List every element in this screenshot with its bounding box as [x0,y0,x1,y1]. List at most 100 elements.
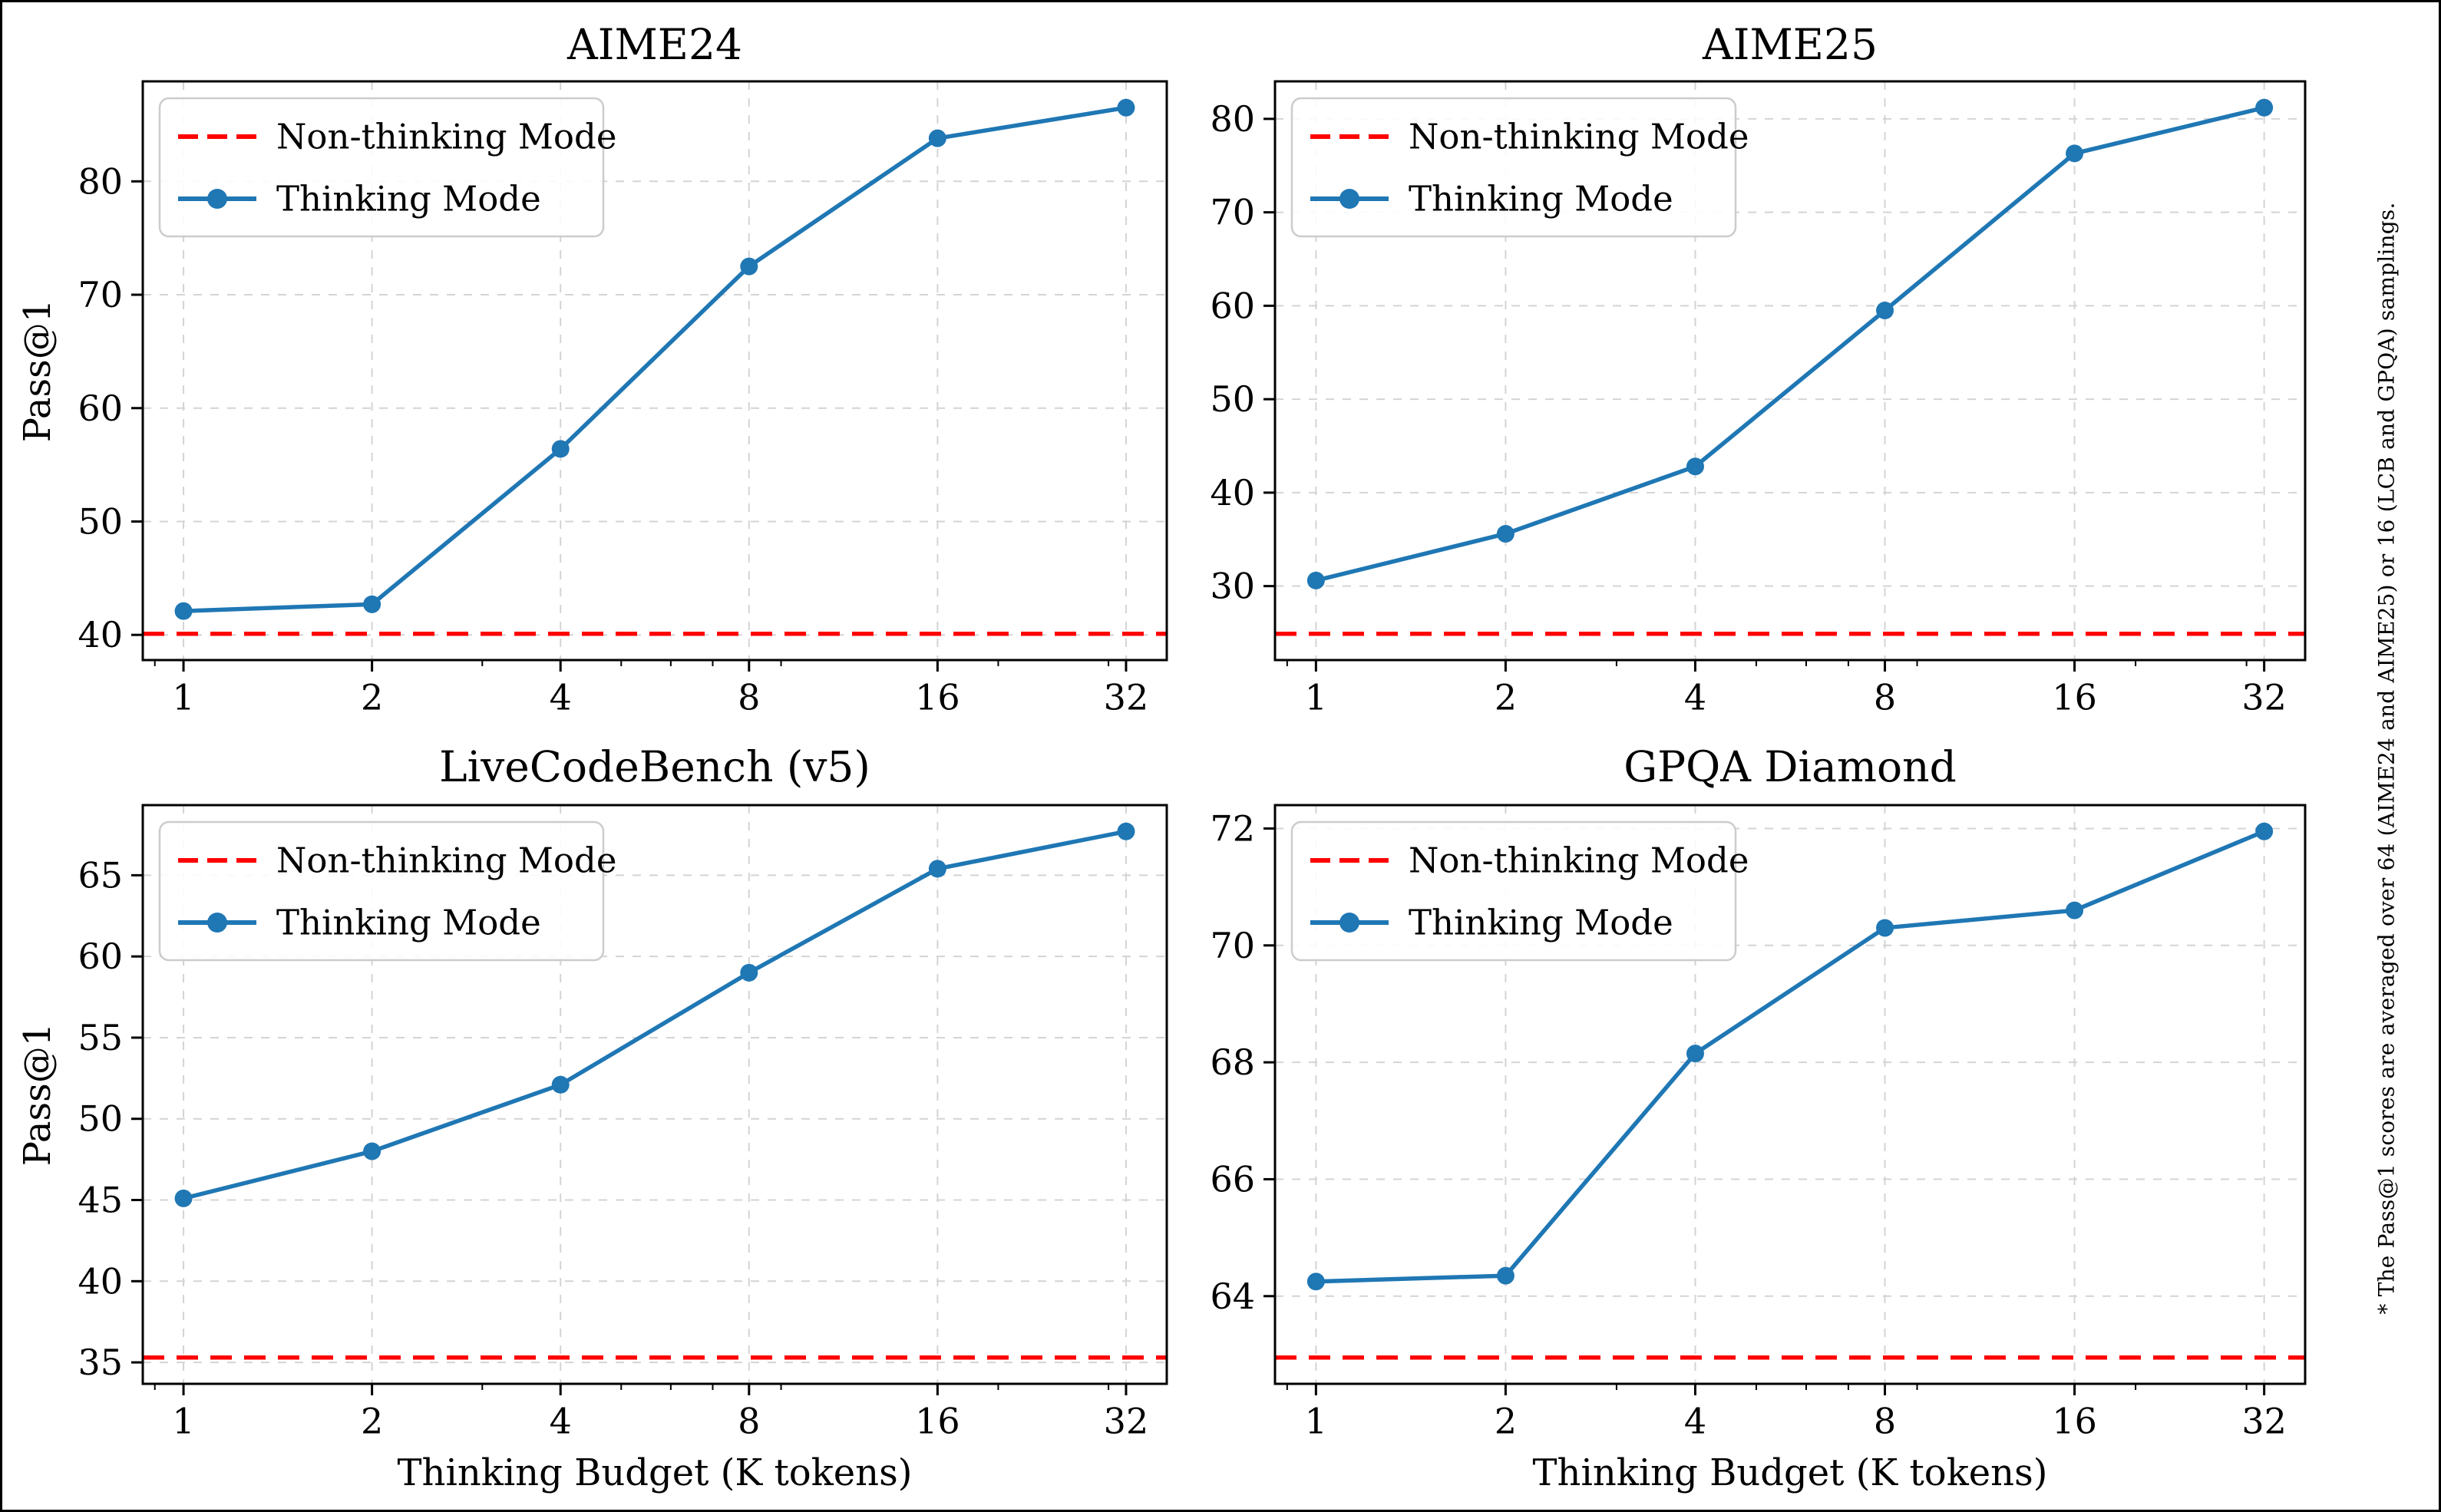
legend-box [1290,97,1737,238]
legend-thinking-marker [1339,189,1359,209]
legend-box [158,820,605,962]
data-point [928,860,946,878]
chart-panel-livecodebench-v5-: 1 2 4 8 16 32 35 40 45 50 55 60 65 LiveCodeBench (v5)… [16,742,1168,1494]
data-point [174,1189,193,1207]
chart-panel-aime25: 1 2 4 8 16 32 30 40 50 60 70 80 AIME25 Non-thinking M… [1210,20,2307,718]
legend: Non-thinking Mode Thinking Mode [1290,820,1749,962]
legend-label-non-thinking: Non-thinking Mode [1409,840,1749,881]
y-tick-label: 55 [78,1017,123,1058]
x-tick-label: 8 [738,676,760,718]
x-tick-label: 32 [1104,676,1149,718]
y-tick-label: 60 [78,936,123,977]
axis-ticks [131,180,1128,672]
data-point [1306,1273,1325,1291]
x-tick-label: 32 [2241,1400,2287,1441]
y-tick-label: 80 [78,160,123,202]
x-tick-label: 16 [915,676,960,718]
y-tick-label: 50 [1210,378,1255,420]
axes-frame [141,80,1168,662]
x-tick-label: 4 [1684,676,1706,718]
x-tick-label: 8 [1874,1400,1896,1441]
legend-label-thinking: Thinking Mode [1409,179,1673,220]
x-tick-label: 16 [2052,676,2097,718]
legend: Non-thinking Mode Thinking Mode [158,820,616,962]
x-tick-label: 4 [550,676,572,718]
x-tick-label: 8 [738,1400,760,1441]
y-axis-label: Pass@1 [16,299,59,443]
legend: Non-thinking Mode Thinking Mode [1290,97,1749,238]
data-point-markers [174,98,1135,620]
data-point [740,257,758,276]
y-tick-label: 64 [1210,1276,1255,1317]
chart-title: GPQA Diamond [1623,742,1957,791]
legend-label-thinking: Thinking Mode [276,179,541,220]
data-point [740,963,758,982]
y-tick-label: 68 [1210,1042,1255,1083]
y-tick-label: 50 [78,500,123,542]
axis-ticks [1263,827,2266,1395]
axes-frame [1273,80,2307,662]
y-tick-label: 50 [78,1098,123,1140]
plot-gridlines [1275,805,2305,1384]
x-tick-label: 2 [361,1400,383,1441]
data-point [363,1142,382,1160]
data-point [1686,1045,1704,1063]
y-tick-label: 40 [78,1260,123,1302]
axis-ticks [1263,117,2266,672]
x-tick-label: 1 [1305,676,1327,718]
thinking-mode-line [181,105,1128,613]
thinking-mode-line [181,829,1128,1201]
thinking-mode-line [1313,105,2267,583]
y-tick-label: 65 [78,854,123,896]
y-tick-label: 72 [1210,807,1255,849]
chart-title: LiveCodeBench (v5) [439,742,870,791]
data-point [1117,822,1135,840]
legend-label-thinking: Thinking Mode [1409,903,1673,943]
data-point [2066,144,2084,163]
plot-gridlines [143,81,1167,660]
x-tick-label: 1 [1305,1400,1327,1441]
data-point-markers [1306,98,2274,589]
footnote-text: * The Pass@1 scores are averaged over 64… [2373,202,2400,1315]
data-point [2066,901,2084,919]
x-tick-label: 2 [361,676,383,718]
data-point [1496,524,1514,543]
x-tick-label: 16 [915,1400,960,1441]
y-tick-label: 40 [78,614,123,655]
chart-panel-aime24: 1 2 4 8 16 32 40 50 60 70 80 AIME24 Pass@1 Non-thinki… [16,20,1168,718]
y-tick-label: 30 [1210,566,1255,607]
x-tick-label: 16 [2052,1400,2097,1441]
data-point [551,1075,570,1094]
x-tick-label: 1 [172,676,194,718]
legend-thinking-marker [1339,913,1359,933]
axes-frame [1273,804,2307,1385]
data-point [1876,919,1894,937]
x-tick-label: 4 [550,1400,572,1441]
x-tick-label: 4 [1684,1400,1706,1441]
y-tick-label: 80 [1210,98,1255,140]
x-tick-label: 32 [1104,1400,1149,1441]
y-axis-label: Pass@1 [16,1023,59,1167]
data-point [1876,301,1894,319]
x-tick-label: 8 [1874,676,1896,718]
chart-title: AIME25 [1702,20,1878,69]
legend-thinking-marker [207,913,227,933]
data-point [174,602,193,620]
x-tick-label: 2 [1495,1400,1517,1441]
data-point [551,440,570,458]
y-tick-label: 40 [1210,472,1255,513]
legend-box [158,97,605,238]
data-point [2255,98,2274,117]
data-point-markers [174,822,1135,1207]
legend-label-non-thinking: Non-thinking Mode [276,117,616,157]
thinking-mode-line [1313,829,2267,1284]
data-point [1496,1266,1514,1285]
legend-label-non-thinking: Non-thinking Mode [276,840,616,881]
x-tick-label: 32 [2241,676,2287,718]
y-tick-label: 45 [78,1180,123,1221]
legend-label-non-thinking: Non-thinking Mode [1409,117,1749,157]
plot-gridlines [1275,81,2305,660]
axis-ticks [131,873,1128,1395]
chart-title: AIME24 [566,20,742,69]
y-tick-label: 70 [1210,925,1255,966]
